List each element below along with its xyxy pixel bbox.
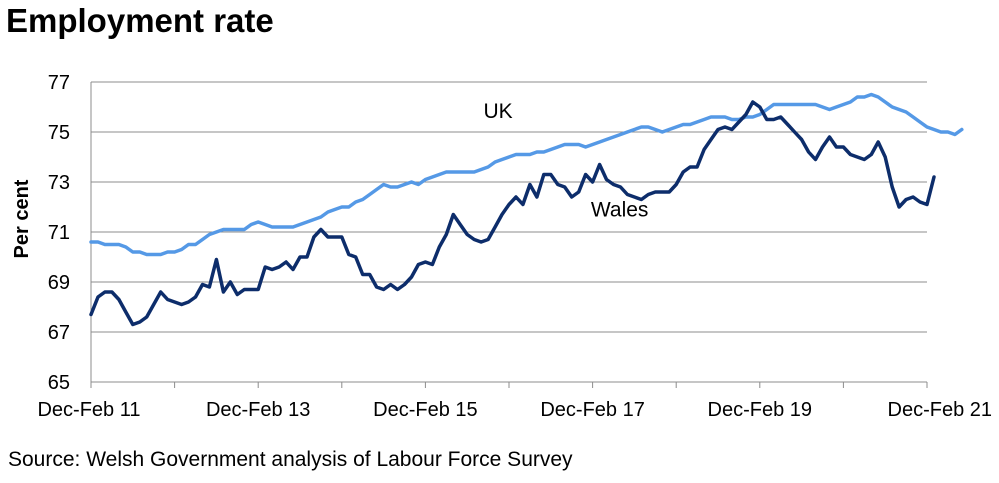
chart-title: Employment rate [6, 2, 274, 39]
x-tick-label: Dec-Feb 21 [888, 399, 993, 421]
series-label-uk: UK [484, 100, 513, 123]
y-tick-label: 67 [48, 322, 70, 344]
x-tick-label: Dec-Feb 11 [37, 399, 140, 421]
y-tick-label: 69 [48, 272, 70, 294]
series-line-wales [89, 100, 936, 327]
series-lines [89, 92, 964, 327]
series-label-wales: Wales [591, 199, 649, 222]
series-labels: UK Wales [484, 100, 649, 222]
x-tick-label: Dec-Feb 15 [373, 399, 478, 421]
y-tick-label: 65 [48, 372, 70, 394]
y-tick-label: 75 [48, 122, 70, 144]
x-tick-label: Dec-Feb 13 [206, 399, 311, 421]
y-axis-label: Per cent [11, 179, 33, 258]
y-tick-labels: 65 67 69 71 73 75 77 [48, 72, 70, 394]
x-tick-label: Dec-Feb 17 [540, 399, 645, 421]
series-line-uk [89, 92, 964, 257]
x-ticks: Dec-Feb 11 Dec-Feb 13 Dec-Feb 15 Dec-Feb 17… [37, 382, 992, 421]
source-note: Source: Welsh Government analysis of Lab… [8, 448, 573, 471]
y-tick-label: 77 [48, 72, 70, 94]
y-tick-label: 71 [48, 222, 70, 244]
x-tick-label: Dec-Feb 19 [708, 399, 813, 421]
y-tick-label: 73 [48, 172, 70, 194]
